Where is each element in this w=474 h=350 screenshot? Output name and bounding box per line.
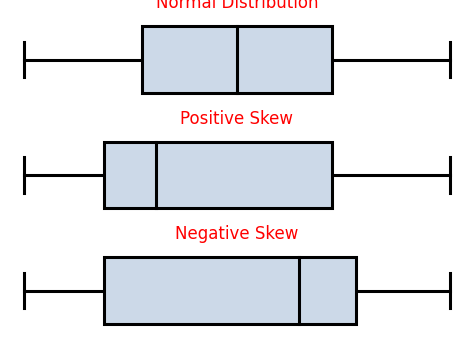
Bar bbox=[142, 26, 332, 93]
Text: Positive Skew: Positive Skew bbox=[181, 110, 293, 128]
Bar bbox=[104, 257, 356, 324]
Text: Normal Distribution: Normal Distribution bbox=[156, 0, 318, 12]
Text: Negative Skew: Negative Skew bbox=[175, 225, 299, 243]
Bar bbox=[104, 142, 332, 208]
